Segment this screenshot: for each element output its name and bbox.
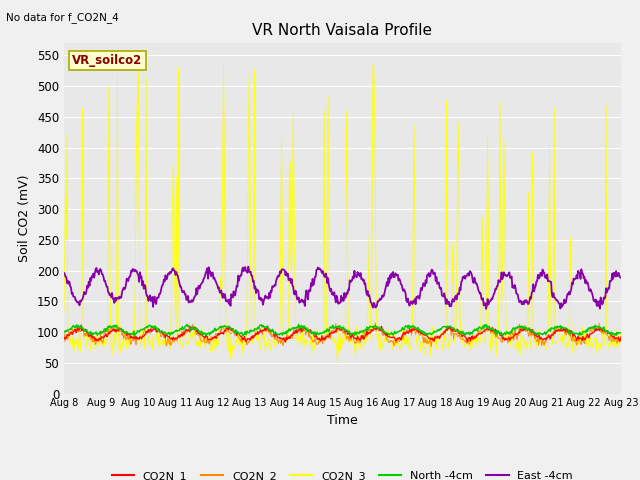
Title: VR North Vaisala Profile: VR North Vaisala Profile <box>252 23 433 38</box>
Y-axis label: Soil CO2 (mV): Soil CO2 (mV) <box>19 175 31 262</box>
Text: VR_soilco2: VR_soilco2 <box>72 54 143 67</box>
Text: No data for f_CO2N_4: No data for f_CO2N_4 <box>6 12 119 23</box>
Legend: CO2N_1, CO2N_2, CO2N_3, North -4cm, East -4cm: CO2N_1, CO2N_2, CO2N_3, North -4cm, East… <box>108 467 577 480</box>
X-axis label: Time: Time <box>327 414 358 427</box>
